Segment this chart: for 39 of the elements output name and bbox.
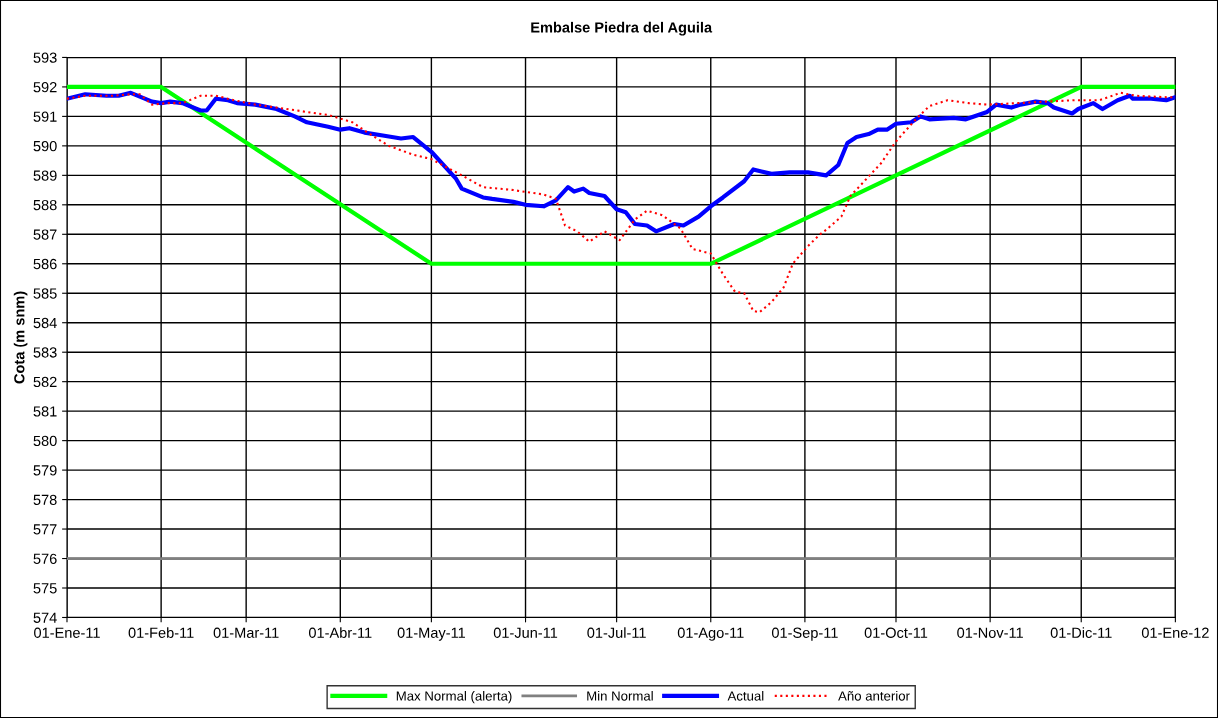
y-tick-label: 577	[33, 524, 57, 535]
x-tick-label: 01-Jul-11	[587, 627, 646, 638]
y-tick-label: 576	[33, 553, 57, 564]
legend-label: Año anterior	[838, 690, 910, 701]
x-tick-label: 01-Nov-11	[957, 627, 1023, 638]
y-tick-label: 588	[33, 199, 57, 211]
y-tick-label: 574	[33, 612, 57, 623]
x-tick-label: 01-Oct-11	[864, 627, 928, 638]
y-tick-label: 582	[33, 376, 57, 388]
y-tick-label: 587	[33, 229, 57, 240]
y-tick-label: 579	[33, 465, 57, 476]
y-tick-label: 578	[33, 494, 57, 505]
y-tick-label: 583	[33, 347, 57, 358]
x-tick-label: 01-Mar-11	[213, 627, 279, 638]
x-tick-label: 01-Ene-11	[34, 627, 100, 638]
y-tick-label: 580	[33, 435, 57, 447]
y-tick-label: 584	[33, 317, 57, 329]
x-tick-label: 01-Ago-11	[677, 627, 744, 641]
y-tick-label: 585	[33, 288, 57, 299]
y-tick-label: 593	[33, 52, 57, 63]
legend-label: Actual	[727, 690, 764, 701]
y-tick-label: 575	[33, 583, 57, 594]
y-tick-label: 591	[33, 111, 57, 122]
x-tick-label: 01-Feb-11	[128, 627, 194, 638]
x-tick-label: 01-Sep-11	[771, 627, 838, 641]
x-tick-label: 01-Abr-11	[308, 627, 372, 638]
x-tick-label: 01-Dic-11	[1050, 627, 1112, 638]
y-tick-label: 586	[33, 258, 57, 270]
y-tick-label: 592	[33, 82, 57, 93]
chart-title: Embalse Piedra del Aguila	[531, 21, 713, 36]
y-tick-label: 581	[33, 406, 57, 417]
y-axis-title: Cota (m snm)	[13, 291, 28, 384]
legend-label: Min Normal	[587, 690, 653, 701]
x-tick-label: 01-Jun-11	[493, 627, 558, 638]
y-tick-label: 590	[33, 140, 57, 152]
x-tick-label: 01-Ene-12	[1141, 627, 1209, 638]
y-tick-label: 589	[33, 170, 57, 181]
x-tick-label: 01-May-11	[397, 627, 465, 641]
legend-label: Max Normal (alerta)	[396, 690, 512, 704]
